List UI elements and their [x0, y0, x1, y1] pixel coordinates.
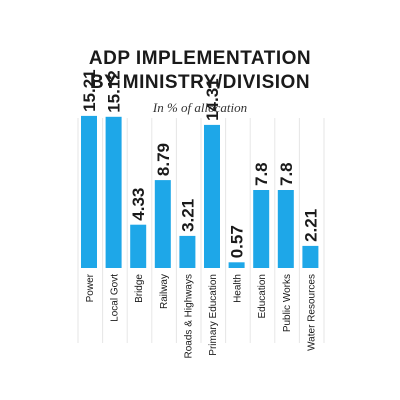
chart-title-line-2: BY MINISTRY/DIVISION — [89, 72, 311, 93]
bar-3 — [154, 180, 171, 268]
value-label-2: 4.33 — [129, 188, 148, 221]
bar-9 — [302, 245, 319, 268]
bar-2 — [130, 224, 147, 268]
bar-6 — [228, 262, 245, 268]
bar-8 — [277, 190, 294, 268]
bar-4 — [179, 235, 196, 268]
category-label-8: Public Works — [282, 274, 293, 332]
value-label-1: 15.12 — [105, 70, 124, 113]
category-label-0: Power — [85, 273, 96, 302]
bar-7 — [253, 190, 270, 268]
category-label-9: Water Resources — [306, 274, 317, 351]
category-label-6: Health — [233, 274, 244, 303]
category-label-2: Bridge — [134, 274, 145, 303]
category-label-5: Primary Education — [208, 274, 219, 356]
category-label-1: Local Govt — [110, 274, 121, 322]
chart-title-line-1: ADP IMPLEMENTATION — [88, 48, 312, 69]
category-label-3: Railway — [159, 274, 170, 309]
bar-0 — [81, 115, 97, 269]
value-label-8: 7.8 — [277, 162, 296, 186]
bar-5 — [204, 124, 220, 269]
value-label-9: 2.21 — [301, 209, 320, 242]
bar-1 — [105, 116, 122, 268]
category-label-4: Roads & Highways — [183, 274, 194, 358]
value-label-3: 8.79 — [154, 143, 173, 176]
value-label-4: 3.21 — [178, 199, 197, 232]
value-label-5: 14.31 — [203, 78, 222, 121]
value-label-0: 15.21 — [80, 69, 99, 112]
chart-subtitle: In % of allocation — [152, 100, 248, 115]
value-label-6: 0.57 — [228, 225, 247, 258]
category-label-7: Education — [257, 274, 268, 318]
value-label-7: 7.8 — [252, 162, 271, 186]
